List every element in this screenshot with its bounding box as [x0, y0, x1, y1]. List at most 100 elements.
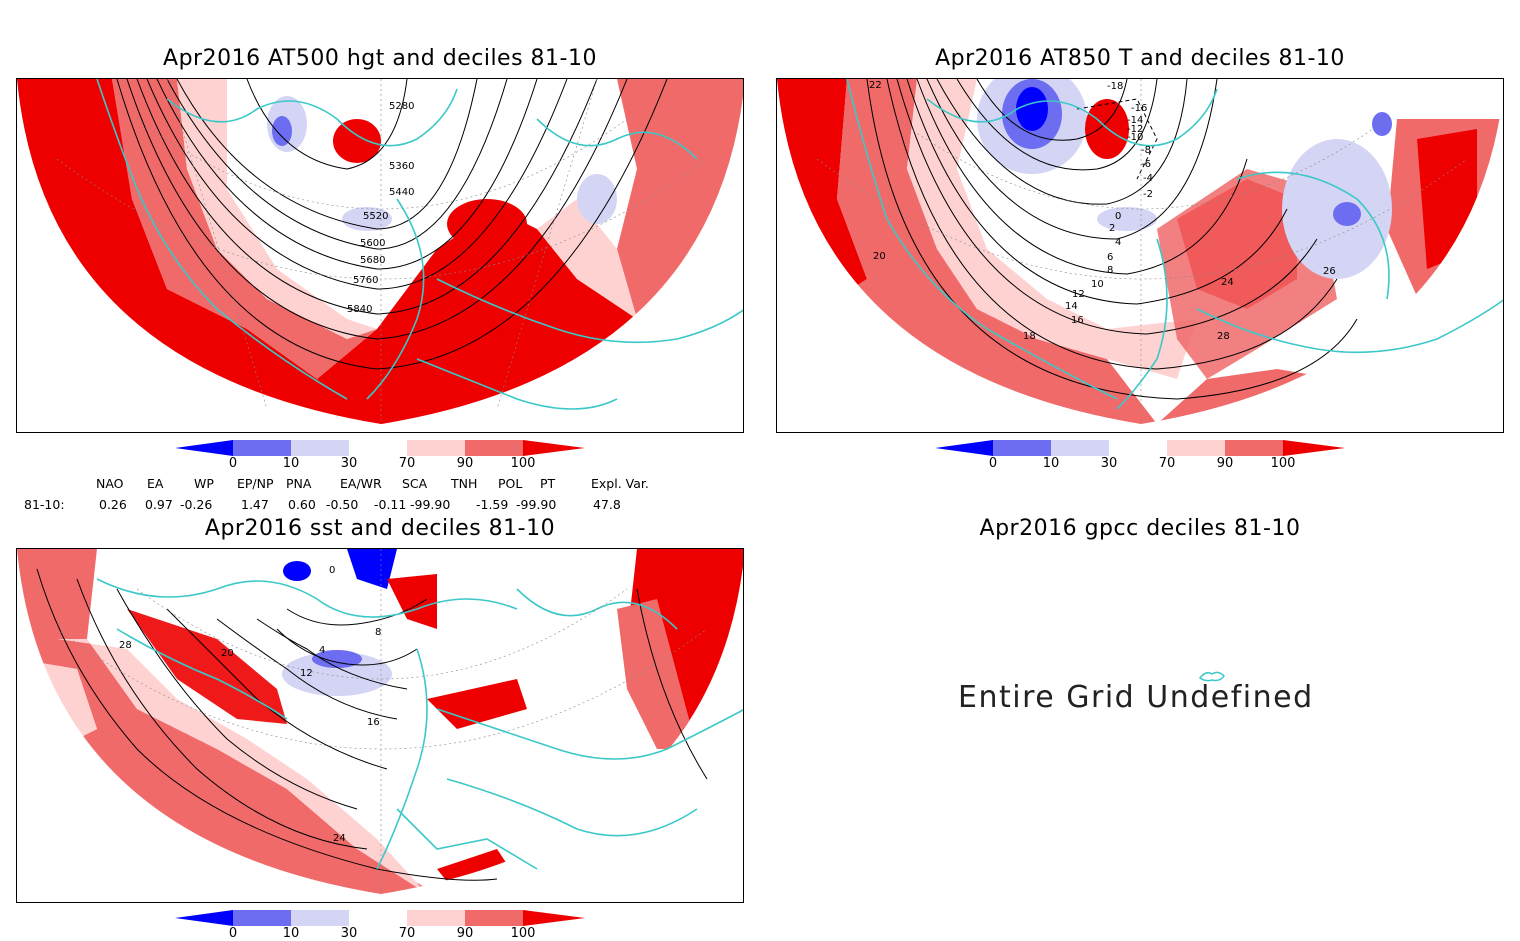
svg-text:-14: -14 [1127, 115, 1143, 126]
index-header: NAO [96, 476, 124, 491]
t850-map: -18 -16 -14 -12 -10 -8 -6 -4 -2 0 2 4 6 … [777, 79, 1503, 424]
sst-map: 0 4 8 12 16 20 24 28 [17, 549, 743, 894]
hgt-shade-red-4 [447, 199, 527, 249]
hgt-shade-mid-blue [272, 116, 292, 146]
svg-text:12: 12 [300, 668, 313, 679]
t850-map-panel: -18 -16 -14 -12 -10 -8 -6 -4 -2 0 2 4 6 … [776, 78, 1504, 433]
svg-text:5360: 5360 [389, 161, 414, 172]
svg-text:28: 28 [119, 640, 132, 651]
index-header: EP/NP [237, 476, 274, 491]
svg-text:-10: -10 [1127, 132, 1143, 143]
svg-text:16: 16 [1071, 315, 1084, 326]
colorbar-label: 0 [228, 456, 238, 471]
svg-text:8: 8 [375, 627, 381, 638]
svg-text:0: 0 [1115, 211, 1121, 222]
gpcc-undefined-message: Entire Grid Undefined [958, 680, 1314, 715]
svg-text:2: 2 [1109, 223, 1115, 234]
sst-graticule [56, 549, 708, 894]
t850-shade-deep-blue [1016, 87, 1048, 131]
hgt-shade-red-spot [333, 119, 381, 163]
svg-text:12: 12 [1072, 289, 1085, 300]
svg-text:6: 6 [1107, 252, 1113, 263]
sst-contours [36, 568, 708, 881]
index-value: 0.97 [145, 497, 173, 512]
sst-coastlines [96, 578, 743, 870]
index-value: -99.90 [516, 497, 557, 512]
svg-text:5600: 5600 [360, 238, 385, 249]
svg-text:20: 20 [221, 648, 234, 659]
index-header: WP [194, 476, 214, 491]
colorbar-label: 30 [340, 456, 358, 471]
svg-text:-6: -6 [1141, 159, 1151, 170]
index-header: Expl. Var. [591, 476, 649, 491]
index-header: EA [147, 476, 164, 491]
svg-text:-2: -2 [1143, 189, 1153, 200]
t850-colorbar: 0 10 30 70 90 100 [935, 440, 1345, 474]
index-header: SCA [402, 476, 428, 491]
index-value: 1.47 [241, 497, 269, 512]
colorbar-label: 100 [510, 456, 536, 471]
index-value: 0.60 [288, 497, 316, 512]
svg-text:5760: 5760 [353, 275, 378, 286]
colorbar-label: 70 [398, 456, 416, 471]
svg-text:5840: 5840 [347, 304, 372, 315]
index-row-label: 81-10: [24, 497, 65, 512]
index-value: -99.90 [410, 497, 451, 512]
colorbar-label: 10 [1042, 456, 1060, 471]
sst-colorbar-swatches [175, 910, 585, 926]
sst-shade-mid-blue [312, 650, 362, 668]
gpcc-panel-title: Apr2016 gpcc deciles 81-10 [979, 516, 1301, 541]
sst-colorbar: 0 10 30 70 90 100 [175, 910, 585, 941]
gpcc-small-island-mark [1198, 671, 1225, 682]
hgt-shade-mid-red-band [112, 79, 377, 379]
colorbar-label: 30 [1100, 456, 1118, 471]
t850-shade-light-blue-mid [1097, 207, 1157, 231]
svg-text:5680: 5680 [360, 255, 385, 266]
svg-text:26: 26 [1323, 266, 1336, 277]
index-header: EA/WR [340, 476, 382, 491]
hgt-graticule [56, 79, 708, 424]
svg-text:-4: -4 [1143, 173, 1153, 184]
svg-text:14: 14 [1065, 301, 1078, 312]
hgt-contours [116, 79, 668, 370]
sst-contour-labels: 0 4 8 12 16 20 24 28 [119, 565, 381, 844]
svg-text:-16: -16 [1131, 103, 1147, 114]
index-header: POL [498, 476, 523, 491]
t850-shade-mid-blue-east-2 [1372, 112, 1392, 136]
svg-text:24: 24 [1221, 277, 1234, 288]
colorbar-label: 100 [1270, 456, 1296, 471]
sst-shade-mid-red-east [617, 599, 697, 749]
colorbar-label: 90 [456, 456, 474, 471]
sst-map-panel: 0 4 8 12 16 20 24 28 [16, 548, 744, 903]
svg-text:22: 22 [869, 80, 882, 91]
svg-text:0: 0 [329, 565, 335, 576]
t850-shade-mid-blue-east [1333, 202, 1361, 226]
svg-text:-8: -8 [1141, 145, 1151, 156]
hgt-panel-title: Apr2016 AT500 hgt and deciles 81-10 [163, 46, 597, 71]
svg-text:16: 16 [367, 717, 380, 728]
colorbar-label: 70 [398, 926, 416, 941]
t850-graticule [816, 79, 1468, 424]
sst-shade-light-red-band [57, 639, 427, 894]
svg-text:4: 4 [319, 645, 325, 656]
svg-text:8: 8 [1107, 265, 1113, 276]
colorbar-label: 0 [988, 456, 998, 471]
svg-text:28: 28 [1217, 331, 1230, 342]
sst-shade-red-north [387, 574, 437, 629]
index-value: -1.59 [476, 497, 509, 512]
index-value: -0.26 [180, 497, 213, 512]
hgt-shade-mid-red-east [617, 79, 743, 319]
hgt-map: 5280 5360 5440 5520 5600 5680 5760 5840 [17, 79, 743, 424]
sst-shade-red-med [427, 679, 527, 729]
sst-panel-title: Apr2016 sst and deciles 81-10 [204, 516, 556, 541]
index-value: -0.50 [326, 497, 359, 512]
index-header: TNH [451, 476, 478, 491]
index-header: PT [540, 476, 556, 491]
colorbar-label: 90 [456, 926, 474, 941]
svg-text:24: 24 [333, 833, 346, 844]
sst-shade-deep-blue-2 [283, 561, 311, 581]
index-header: PNA [286, 476, 312, 491]
svg-text:-18: -18 [1107, 81, 1123, 92]
colorbar-label: 10 [282, 926, 300, 941]
hgt-shade-light-red-2 [537, 199, 637, 319]
